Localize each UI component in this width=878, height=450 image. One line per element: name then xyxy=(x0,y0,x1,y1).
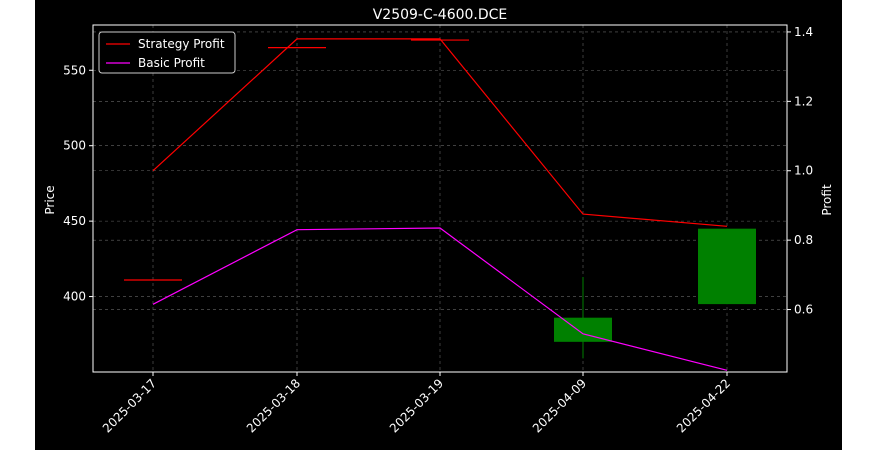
right-tick-label: 1.2 xyxy=(794,94,813,108)
right-tick-label: 1.4 xyxy=(794,25,813,39)
series-line-strategy-profit xyxy=(152,38,728,227)
candle-body xyxy=(554,317,612,342)
left-tick-label: 400 xyxy=(63,290,86,304)
right-tick-label: 0.6 xyxy=(794,303,813,317)
profit-lines xyxy=(152,38,728,371)
series-line-basic-profit xyxy=(152,227,728,371)
chart-title: V2509-C-4600.DCE xyxy=(373,7,508,23)
legend-box xyxy=(98,31,236,74)
right-tick-label: 1.0 xyxy=(794,164,813,178)
y-right-label: Profit xyxy=(820,184,834,216)
candles xyxy=(124,39,756,359)
left-tick-label: 550 xyxy=(63,63,86,77)
y-left-label: Price xyxy=(43,185,57,214)
left-tick-label: 450 xyxy=(63,214,86,228)
legend-label-strategy: Strategy Profit xyxy=(138,37,225,51)
candle-body xyxy=(698,228,756,305)
right-tick-label: 0.8 xyxy=(794,233,813,247)
right-axis-ticks: 0.6 0.8 1.0 1.2 1.4 xyxy=(787,25,813,317)
left-axis-ticks: 400 450 500 550 xyxy=(63,63,93,304)
left-tick-label: 500 xyxy=(63,139,86,153)
legend-label-basic: Basic Profit xyxy=(138,56,205,70)
legend: Strategy Profit Basic Profit xyxy=(98,31,236,74)
